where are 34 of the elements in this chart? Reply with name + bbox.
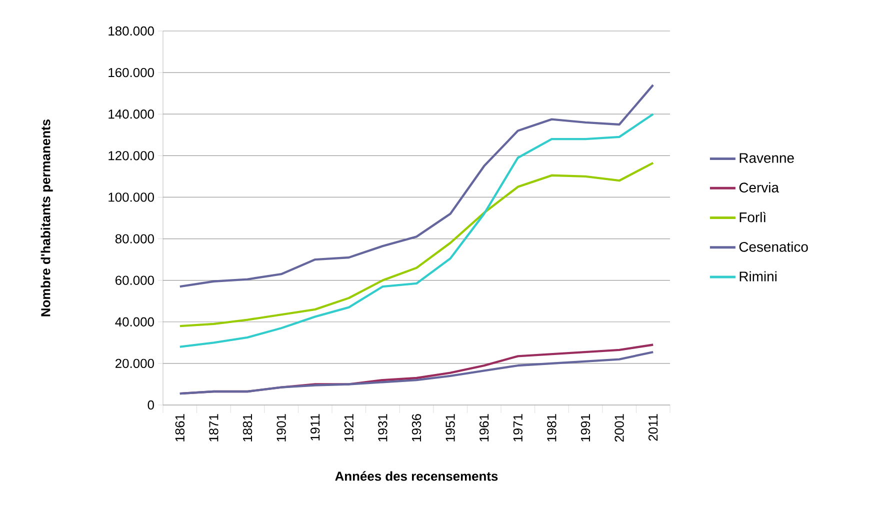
x-tick-label: 2011 <box>648 414 658 441</box>
x-tick-label: 1951 <box>446 414 455 442</box>
x-tick-label: 1961 <box>480 414 489 442</box>
x-tick-label: 1871 <box>209 414 218 442</box>
x-tick-label: 1936 <box>412 414 422 442</box>
x-tick-label: 1901 <box>276 414 286 442</box>
y-tick-label: 80.000 <box>115 234 154 244</box>
y-tick-label: 100.000 <box>108 192 154 202</box>
x-tick-label: 1981 <box>547 414 556 442</box>
x-tick-label: 1921 <box>344 414 354 442</box>
legend-label: Cesenatico <box>739 242 808 252</box>
line-series <box>178 84 654 288</box>
x-tick-label: 2001 <box>614 414 624 442</box>
x-axis-title: Années des recensements <box>335 471 498 481</box>
legend-label: Ravenne <box>740 153 794 163</box>
y-tick-label: 140.000 <box>108 110 154 119</box>
x-tick-label: 1971 <box>513 414 522 442</box>
y-tick-label: 60.000 <box>116 276 154 285</box>
y-tick-label: 0 <box>148 400 154 410</box>
y-tick-label: 160.000 <box>108 68 154 78</box>
x-tick-label: 1861 <box>175 414 184 442</box>
y-tick-label: 20.000 <box>116 358 154 368</box>
line-series <box>178 113 654 348</box>
x-tick-label: 1911 <box>310 414 320 440</box>
legend-label: Cervia <box>739 182 779 193</box>
legend-label: Rimini <box>740 271 776 282</box>
y-tick-label: 120.000 <box>108 151 154 160</box>
x-tick-label: 1991 <box>580 414 590 442</box>
x-tick-label: 1931 <box>378 414 388 442</box>
x-tick-label: 1881 <box>242 414 252 442</box>
y-tick-label: 180.000 <box>108 26 154 36</box>
y-tick-label: 40.000 <box>115 317 154 326</box>
y-axis-title: Nombre d'habitants permanents <box>40 119 53 316</box>
legend-label: Forlì <box>740 212 766 222</box>
